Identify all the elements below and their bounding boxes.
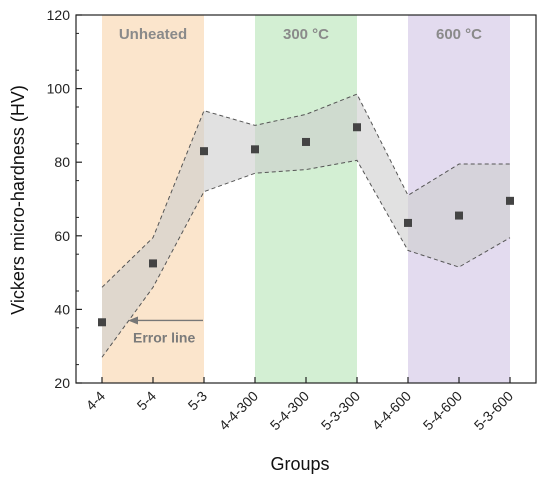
- error-band-layer: [101, 93, 511, 358]
- y-tick-label-40: 40: [54, 301, 70, 317]
- y-tick-label-80: 80: [54, 154, 70, 170]
- band-label-2: 600 °C: [436, 26, 482, 43]
- x-tick-label-5-3: 5-3: [184, 388, 210, 414]
- x-tick-label-5-3-300: 5-3-300: [318, 388, 364, 434]
- data-point-5-4-300: [302, 137, 310, 146]
- y-axis: 20 40 60 80 100 120: [47, 7, 82, 391]
- data-point-5-4: [149, 259, 157, 268]
- x-axis-title: Groups: [270, 454, 329, 474]
- y-axis-title: Vickers micro-hardness (HV): [8, 85, 28, 315]
- annotation-arrow-head: [128, 316, 138, 325]
- y-tick-label-120: 120: [47, 7, 71, 23]
- band-label-1: 300 °C: [283, 26, 329, 43]
- x-tick-label-4-4-300: 4-4-300: [216, 388, 262, 434]
- y-tick-label-100: 100: [47, 81, 71, 97]
- data-points: [98, 123, 514, 327]
- lower-error-line: [101, 159, 511, 358]
- y-tick-label-60: 60: [54, 228, 70, 244]
- data-point-5-3-300: [353, 123, 361, 132]
- y-tick-label-20: 20: [54, 375, 70, 391]
- data-point-4-4-600: [404, 218, 412, 227]
- error-region: [102, 94, 510, 358]
- x-tick-label-5-3-600: 5-3-600: [471, 388, 517, 434]
- annotation-text: Error line: [133, 329, 195, 345]
- data-point-5-3-600: [506, 196, 514, 205]
- data-point-4-4-300: [251, 145, 259, 154]
- data-point-4-4: [98, 318, 106, 327]
- upper-error-line: [101, 93, 510, 288]
- data-point-5-4-600: [455, 211, 463, 220]
- x-tick-label-5-4-600: 5-4-600: [420, 388, 466, 434]
- annotation: Error line: [128, 316, 203, 345]
- band-1: [255, 15, 357, 383]
- band-label-0: Unheated: [119, 26, 187, 43]
- x-tick-label-5-4-300: 5-4-300: [267, 388, 313, 434]
- data-point-5-3: [200, 147, 208, 156]
- x-tick-label-4-4-600: 4-4-600: [369, 388, 415, 434]
- x-tick-label-5-4: 5-4: [133, 388, 159, 414]
- x-tick-label-4-4: 4-4: [82, 388, 108, 414]
- x-axis: 4-4 5-4 5-3 4-4-300 5-4-300 5-3-300 4-4-600 5-4…: [82, 377, 516, 433]
